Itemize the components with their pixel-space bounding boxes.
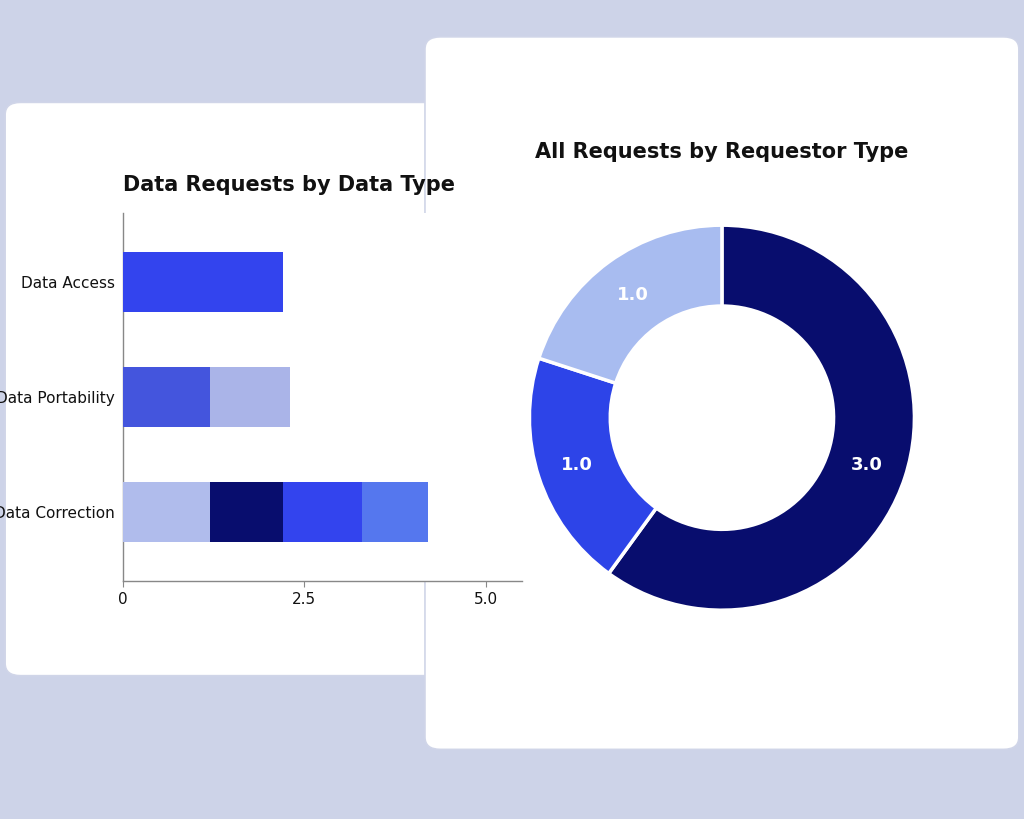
- Bar: [123, 367, 210, 428]
- Wedge shape: [539, 225, 722, 383]
- Bar: [210, 367, 290, 428]
- Bar: [362, 482, 428, 542]
- Text: 1.0: 1.0: [616, 286, 648, 304]
- Bar: [123, 252, 283, 312]
- Bar: [283, 482, 362, 542]
- Bar: [123, 482, 210, 542]
- Text: Data Requests by Data Type: Data Requests by Data Type: [123, 174, 455, 195]
- Wedge shape: [608, 225, 914, 610]
- Wedge shape: [529, 358, 656, 573]
- Bar: [210, 482, 283, 542]
- Title: All Requests by Requestor Type: All Requests by Requestor Type: [536, 142, 908, 161]
- Text: 1.0: 1.0: [561, 455, 593, 473]
- Text: 3.0: 3.0: [851, 455, 883, 473]
